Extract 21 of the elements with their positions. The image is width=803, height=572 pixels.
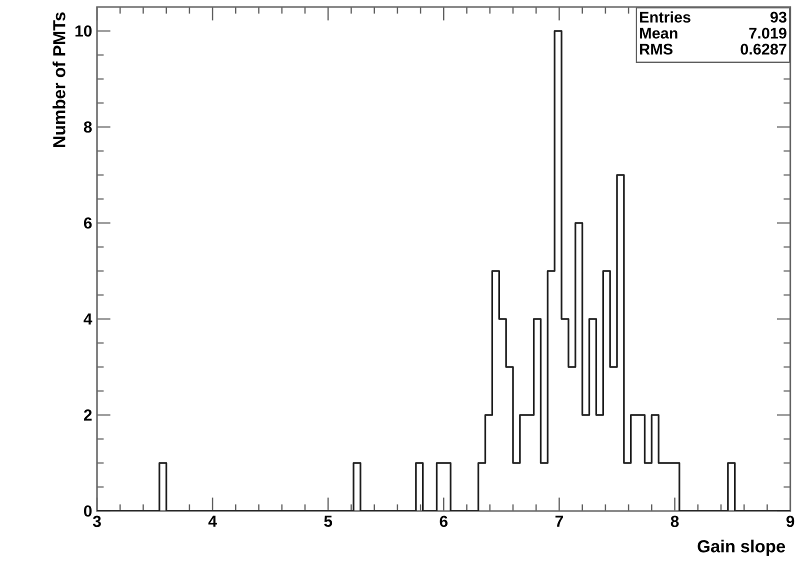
y-axis-title: Number of PMTs bbox=[52, 12, 66, 147]
annotation: 7.019 bbox=[749, 28, 786, 39]
x-tick-label: 5 bbox=[324, 516, 332, 527]
y-tick-label: 0 bbox=[84, 505, 92, 517]
annotation: Mean bbox=[640, 28, 678, 39]
y-tick-label: 2 bbox=[84, 409, 92, 421]
annotation: RMS bbox=[640, 44, 673, 55]
x-tick-label: 3 bbox=[92, 516, 101, 528]
annotation: Entries bbox=[640, 11, 690, 23]
y-tick-label: 8 bbox=[84, 121, 92, 133]
annotation: 93 bbox=[770, 12, 786, 23]
x-tick-label: 7 bbox=[555, 516, 563, 527]
y-tick-label: 10 bbox=[76, 25, 92, 37]
x-tick-label: 4 bbox=[208, 516, 217, 527]
x-axis-title: Gain slope bbox=[698, 540, 786, 556]
x-tick-label: 6 bbox=[440, 516, 448, 528]
y-tick-label: 6 bbox=[84, 217, 92, 229]
annotation: 0.6287 bbox=[740, 44, 786, 55]
x-tick-label: 9 bbox=[786, 516, 794, 528]
y-tick-label: 4 bbox=[84, 314, 92, 324]
x-tick-label: 8 bbox=[670, 516, 679, 528]
